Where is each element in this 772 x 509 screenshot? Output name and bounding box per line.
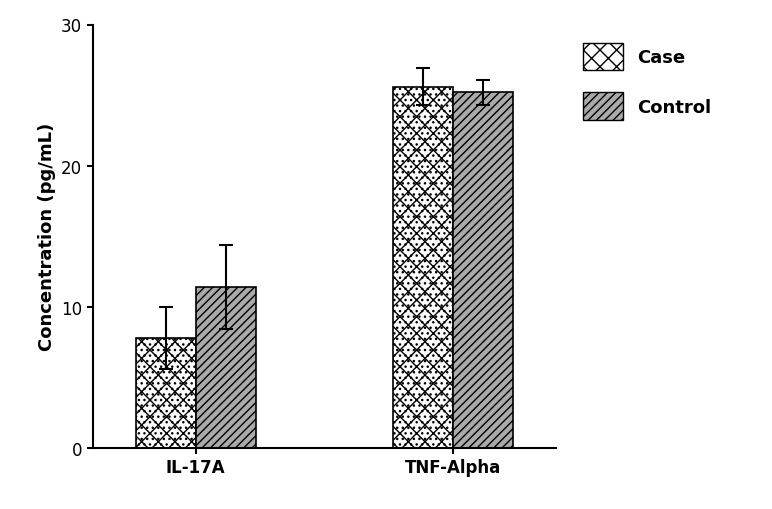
Bar (393, 88, 453, 448)
Bar (393, 88, 453, 448)
Bar (195, 288, 256, 448)
Y-axis label: Concentration (pg/mL): Concentration (pg/mL) (38, 123, 56, 351)
Bar (136, 338, 195, 448)
Legend: Case, Control: Case, Control (574, 35, 720, 130)
Bar (136, 338, 195, 448)
Bar (453, 93, 513, 448)
